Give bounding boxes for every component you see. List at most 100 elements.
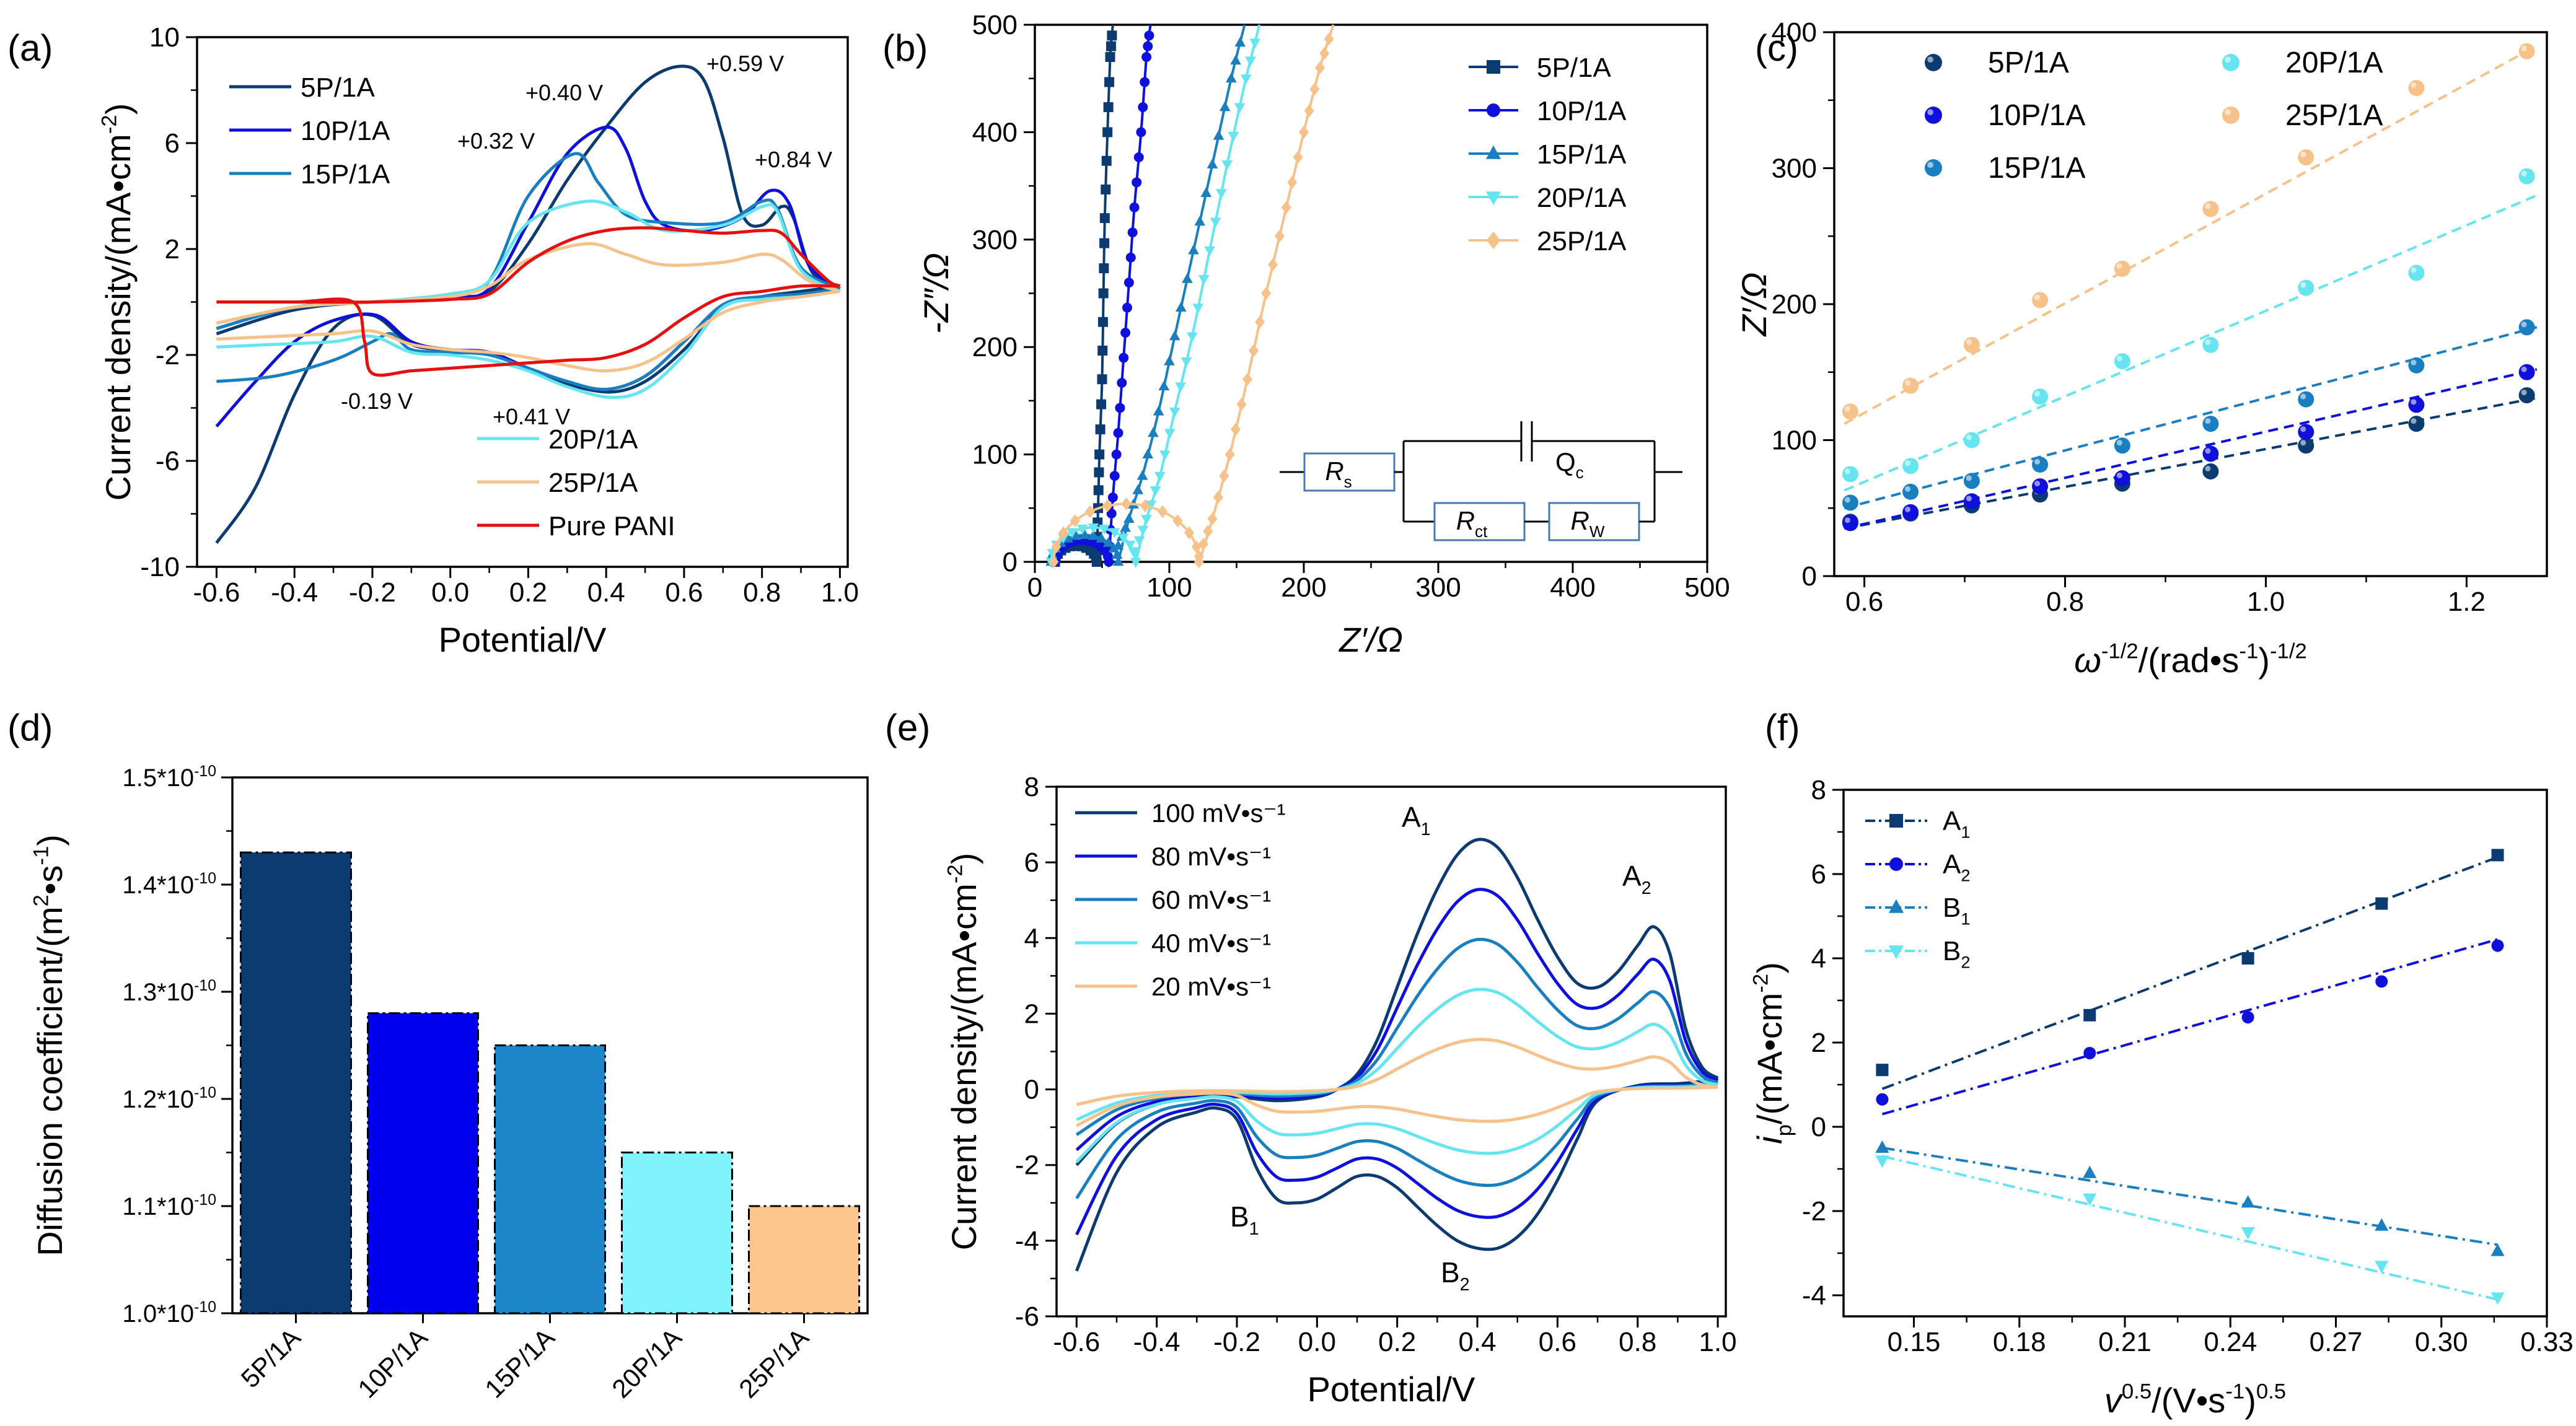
eis-point [1210, 217, 1221, 228]
fit-line [1881, 938, 2499, 1116]
legend-marker-highlight [1927, 56, 1934, 63]
x-tick-label: -0.6 [193, 577, 240, 608]
peak-label-b1: B1​ [1230, 1201, 1259, 1239]
eis-point [1109, 528, 1120, 538]
panel-label: (f) [1765, 707, 1800, 748]
eis-point [1240, 74, 1252, 85]
panel-d: (d) 1.0*10-10​ 1.1*10-10​ 1.2*10-10​ 1.3*10-… [7, 707, 869, 1404]
eis-point [1115, 403, 1125, 413]
data-point [2491, 939, 2504, 952]
eis-point [1106, 41, 1116, 51]
eis-point [1070, 514, 1080, 528]
fit-line [1844, 45, 2538, 425]
eis-point [1193, 549, 1204, 563]
legend-label: 15P/1A [301, 159, 390, 190]
data-point-highlight [1966, 475, 1972, 481]
eis-point [1104, 557, 1114, 567]
x-axis-label: Potential/V [1308, 1370, 1475, 1409]
legend-label: 20P/1A [548, 424, 638, 455]
y-tick-label: 0 [1024, 1075, 1039, 1105]
cv-curve-anodic [1075, 888, 1719, 1152]
eis-point [1164, 429, 1176, 439]
eis-point [1104, 77, 1115, 87]
data-point [2375, 975, 2388, 988]
x-tick-label: 0.4 [587, 577, 625, 608]
legend-label: A1​ [1943, 806, 1971, 841]
y-tick-label: 200 [972, 332, 1018, 362]
eis-point [1141, 52, 1152, 63]
legend-label: 10P/1A [301, 116, 390, 146]
eis-point [1274, 229, 1285, 243]
data-point [1842, 494, 1858, 511]
legend-marker [1487, 60, 1500, 74]
eis-point [1140, 499, 1150, 512]
eis-point [1123, 513, 1135, 523]
legend-marker-highlight [2225, 109, 2231, 116]
cv-curve-anodic [1075, 838, 1719, 1166]
fit-line [1844, 326, 2538, 510]
data-point-highlight [2205, 418, 2211, 424]
eis-point [1097, 345, 1108, 356]
x-tick-label: 0.30 [2415, 1327, 2468, 1357]
x-tick-label: 15P/1A [479, 1323, 560, 1404]
bar [367, 1012, 479, 1314]
x-tick-label: 0.6 [1539, 1327, 1576, 1357]
y-axis-label: -Z″/Ω [917, 253, 956, 334]
legend-label: 10P/1A [1988, 99, 2085, 132]
data-point [2491, 849, 2504, 862]
x-tick-label: 0.0 [1298, 1327, 1336, 1357]
data-point [2083, 1008, 2096, 1021]
eis-point [1315, 61, 1325, 74]
cv-curve-anodic [216, 242, 841, 325]
fit-line [1844, 194, 2538, 492]
bar [240, 851, 352, 1314]
y-tick-label: -2 [1015, 1150, 1039, 1181]
legend-marker-highlight [1927, 109, 1934, 116]
data-point [1875, 1140, 1889, 1153]
data-point-highlight [2300, 151, 2306, 157]
x-tick-label: -0.4 [1133, 1327, 1180, 1357]
y-tick-label: 400 [972, 117, 1018, 147]
data-point-highlight [2116, 472, 2122, 478]
cv-curve-cathodic [1075, 1083, 1718, 1163]
x-tick-label: -0.6 [1053, 1327, 1100, 1357]
legend-marker [1889, 814, 1903, 828]
data-point [2298, 391, 2314, 408]
annotation-label: +0.84 V [755, 147, 832, 172]
data-point [2408, 357, 2425, 374]
data-point [2114, 353, 2130, 370]
annotation-label: +0.59 V [706, 51, 784, 76]
x-tick-label: 1.0 [2247, 587, 2285, 617]
data-point [2083, 1193, 2097, 1206]
eis-point [1120, 328, 1131, 338]
y-tick-label: 300 [1772, 154, 1817, 184]
data-point [2032, 388, 2049, 405]
data-point-highlight [2300, 282, 2306, 288]
legend-marker [1925, 159, 1942, 177]
data-point [2298, 149, 2314, 165]
peak-label-a2: A2​ [1622, 860, 1651, 898]
x-tick-label: 200 [1281, 572, 1326, 603]
annotation-label: +0.40 V [525, 80, 603, 105]
y-tick-label: -4 [1802, 1280, 1826, 1311]
eis-point [1309, 82, 1320, 96]
eis-point [1159, 450, 1171, 461]
rw-label: RW​ [1571, 506, 1605, 541]
eis-point [1140, 77, 1150, 87]
data-point [1842, 515, 1858, 531]
eis-point [1144, 30, 1154, 41]
panel-label: (b) [882, 27, 928, 69]
eis-point [1070, 530, 1082, 540]
data-point-highlight [1966, 434, 1972, 440]
data-point-highlight [2205, 465, 2211, 471]
cv-curve-anodic [1076, 1038, 1718, 1106]
annotation-label: +0.32 V [457, 128, 535, 154]
eis-point [1226, 72, 1237, 83]
data-point [2083, 1165, 2097, 1178]
data-point-highlight [1904, 380, 1911, 386]
data-point-highlight [2300, 426, 2306, 432]
panel-e: (e) -0.6 -0.4 -0.2 0.0 0.2 0.4 0.6 0.8 1.0 -6 -4 -2 0… [885, 707, 1737, 1409]
eis-point [1095, 424, 1106, 435]
y-tick-label: 4 [1024, 923, 1039, 953]
